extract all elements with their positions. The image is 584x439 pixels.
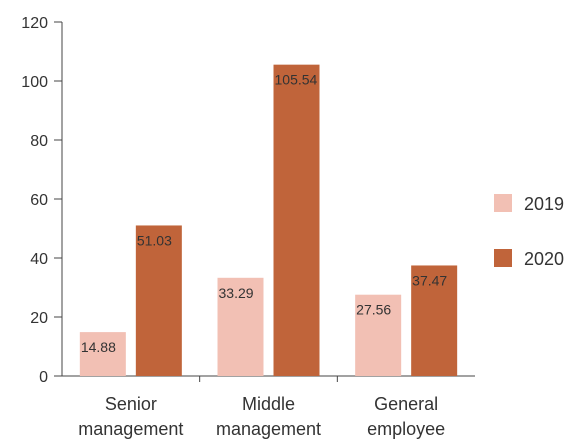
x-category-label: management [78,419,183,439]
y-tick-label: 80 [30,133,48,150]
y-tick-label: 60 [30,192,48,209]
y-tick-label: 40 [30,251,48,268]
y-tick-label: 100 [21,74,48,91]
x-category-label: General [374,394,438,414]
data-label: 14.88 [81,339,116,355]
x-category-label: Senior [105,394,157,414]
y-tick-label: 120 [21,15,48,32]
data-label: 27.56 [356,302,391,318]
legend-label: 2020 [524,249,564,269]
bar-2019-2 [355,294,402,376]
legend-swatch-2019 [494,194,512,212]
y-axis: 0 20 40 60 80 100 120 [21,15,63,386]
legend: 2019 2020 [494,194,564,269]
y-tick-label: 0 [39,369,48,386]
data-label: 37.47 [412,272,447,288]
legend-label: 2019 [524,194,564,214]
data-label: 33.29 [219,285,254,301]
x-axis: Senior management Middle management General e… [62,375,475,439]
bar-2020-2 [411,265,458,376]
bar-2019-0 [79,332,126,376]
x-category-label: employee [367,419,445,439]
bars [79,64,458,377]
y-tick-label: 20 [30,310,48,327]
data-labels: 14.88 51.03 33.29 105.54 27.56 37.47 [81,72,448,355]
x-category-label: Middle [242,394,295,414]
bar-2019-1 [217,277,264,376]
bar-2020-0 [135,225,182,376]
bar-2020-1 [273,64,320,377]
data-label: 105.54 [275,72,318,88]
data-label: 51.03 [137,232,172,248]
legend-swatch-2020 [494,249,512,267]
x-category-label: management [216,419,321,439]
